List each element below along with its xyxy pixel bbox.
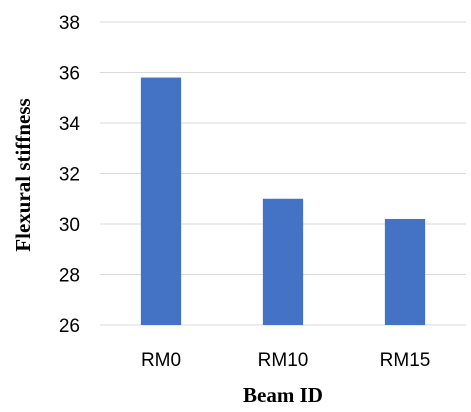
bars (140, 77, 426, 325)
y-tick-label: 28 (59, 266, 80, 287)
x-tick-label: RM10 (258, 350, 309, 371)
y-tick-labels: 26 28 30 32 34 36 38 (59, 13, 81, 337)
x-tick-label: RM0 (141, 350, 181, 371)
bar-rm15 (384, 218, 426, 325)
y-axis-title: Flexural stiffness (11, 98, 35, 251)
x-axis-title: Beam ID (243, 383, 323, 407)
y-tick-label: 26 (59, 316, 80, 337)
y-tick-label: 38 (59, 13, 80, 34)
y-tick-label: 30 (59, 215, 80, 236)
y-tick-label: 34 (59, 114, 81, 135)
x-tick-labels: RM0 RM10 RM15 (141, 350, 430, 371)
bar-rm0 (140, 77, 182, 325)
y-tick-label: 32 (59, 165, 80, 186)
y-tick-label: 36 (59, 64, 80, 85)
x-tick-label: RM15 (380, 350, 431, 371)
bar-rm10 (262, 198, 304, 325)
